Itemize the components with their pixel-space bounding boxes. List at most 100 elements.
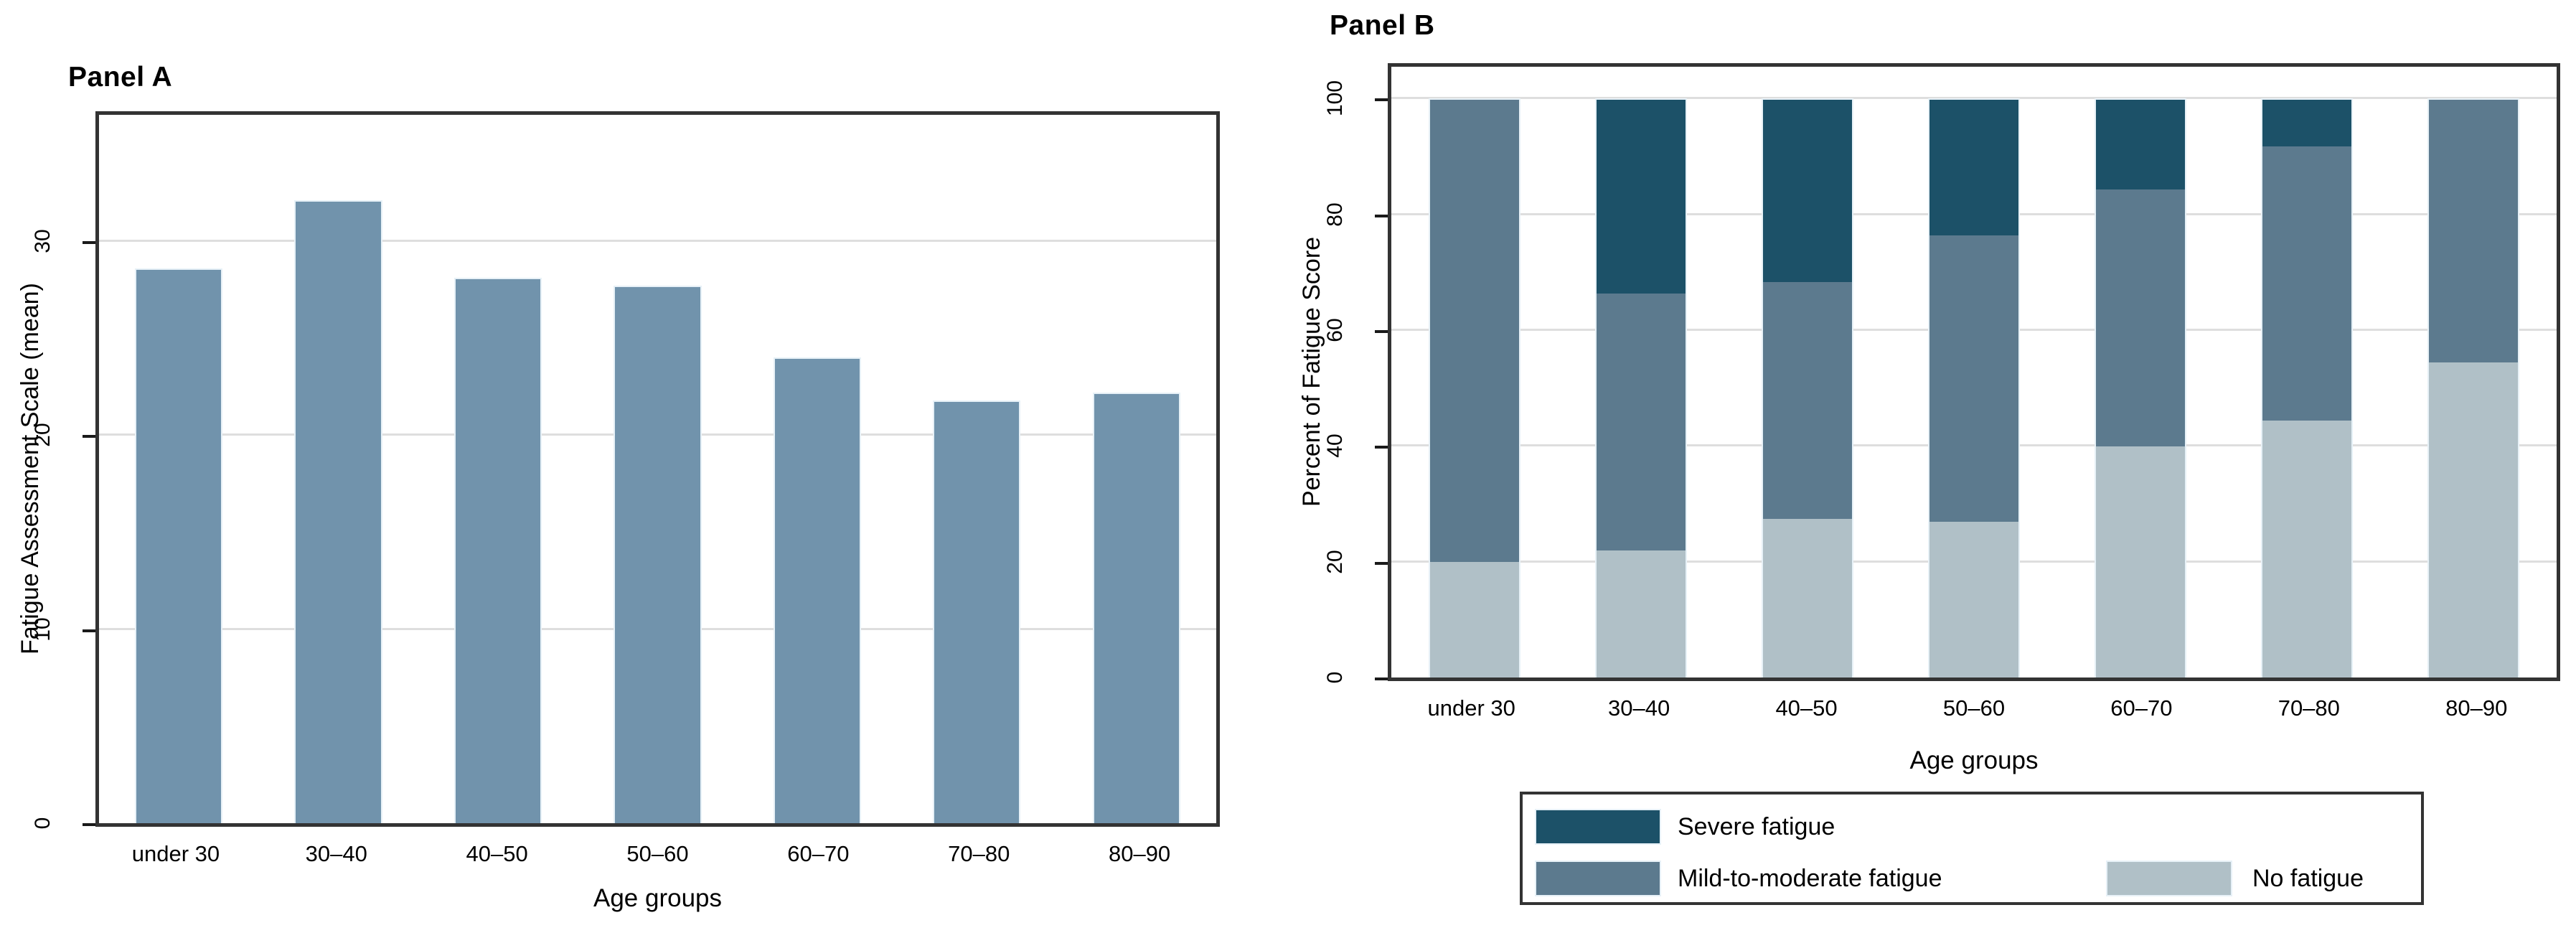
panel-b-stacked-bar-60–70 [2095, 98, 2186, 678]
y-tick-40 [1375, 446, 1388, 449]
segment-mild-to-moderate-fatigue [1597, 293, 1686, 550]
panel-b-y-axis-title: Percent of Fatigue Score [1297, 236, 1325, 507]
bar-slot [578, 115, 737, 823]
x-tick-label: 30–40 [1608, 695, 1670, 721]
segment-no-fatigue [1430, 562, 1519, 678]
panel-b-stacked-bar-80–90 [2427, 98, 2519, 678]
x-tick-label: 40–50 [466, 841, 528, 866]
panel-a-bar-40–50 [453, 278, 542, 823]
x-tick-label: under 30 [1427, 695, 1515, 721]
panel-a-bar-under 30 [135, 268, 223, 823]
y-tick-80 [1375, 214, 1388, 217]
y-tick-label-80: 80 [1323, 202, 1347, 227]
x-tick-label: 70–80 [2277, 695, 2340, 721]
panel-b-stacked-bar-50–60 [1928, 98, 2020, 678]
legend-label-severe-fatigue: Severe fatigue [1678, 813, 1835, 840]
bar-slot [1891, 67, 2057, 678]
bar-slot [1057, 115, 1216, 823]
panel-b-stacked-bar-30–40 [1595, 98, 1687, 678]
panel-a-y-axis-title: Fatigue Assessment Scale (mean) [16, 283, 44, 655]
panel-a-bar-70–80 [933, 400, 1021, 823]
bar-slot [99, 115, 258, 823]
y-tick-label-30: 30 [31, 229, 55, 253]
panel-b-bars [1391, 67, 2557, 678]
y-tick-label-60: 60 [1323, 318, 1347, 342]
y-tick-label-10: 10 [31, 616, 55, 642]
panel-b-x-axis-title: Age groups [1909, 746, 2039, 774]
panel-a-bar-80–90 [1092, 392, 1180, 823]
y-tick-0 [83, 823, 95, 826]
segment-no-fatigue [2096, 446, 2185, 678]
panel-a-bars [99, 115, 1216, 823]
bar-slot [258, 115, 418, 823]
y-tick-label-40: 40 [1323, 433, 1347, 459]
segment-mild-to-moderate-fatigue [1430, 100, 1519, 563]
x-tick-label: 60–70 [2110, 695, 2173, 721]
bar-slot [418, 115, 578, 823]
segment-no-fatigue [1929, 521, 2018, 678]
panel-b-x-tick-labels: under 30 30–40 40–50 50–60 60–70 70–80 80–90 [1388, 695, 2560, 721]
panel-a-plot-area: 0 10 20 30 [31, 111, 1220, 829]
bar-slot [1724, 67, 1891, 678]
segment-mild-to-moderate-fatigue [1929, 235, 2018, 522]
segment-severe-fatigue [1929, 100, 2018, 236]
bar-slot [897, 115, 1056, 823]
bar-slot [2390, 67, 2557, 678]
panel-b-plot-area: 0 20 40 60 80 100 [1323, 63, 2560, 683]
grid-line-100 [1391, 97, 2557, 100]
segment-no-fatigue [2429, 362, 2518, 678]
segment-mild-to-moderate-fatigue [2096, 189, 2185, 447]
segment-mild-to-moderate-fatigue [2262, 146, 2351, 421]
segment-no-fatigue [1597, 550, 1686, 678]
legend-swatch-severe-fatigue [1535, 809, 1661, 845]
panel-b-stacked-bar-40–50 [1762, 98, 1853, 678]
x-tick-label: 80–90 [2445, 695, 2508, 721]
y-tick-label-20: 20 [31, 423, 55, 447]
bar-slot [2057, 67, 2224, 678]
bar-slot [1391, 67, 1558, 678]
panel-a-bar-50–60 [614, 285, 702, 823]
y-tick-label-0: 0 [1323, 671, 1347, 684]
y-tick-0 [1375, 678, 1388, 680]
panel-b-stacked-bar-70–80 [2261, 98, 2353, 678]
y-tick-20 [83, 435, 95, 439]
y-tick-label-100: 100 [1323, 80, 1347, 117]
y-tick-10 [83, 629, 95, 632]
panel-a-bar-30–40 [294, 200, 382, 823]
panel-b-stacked-bar-under 30 [1429, 98, 1520, 678]
segment-severe-fatigue [1763, 100, 1852, 282]
legend-swatch-mild-to-moderate-fatigue [1535, 861, 1661, 896]
legend-label-mild-to-moderate-fatigue: Mild-to-moderate fatigue [1678, 865, 1942, 892]
segment-severe-fatigue [2262, 100, 2351, 146]
panel-a-x-tick-labels: under 30 30–40 40–50 50–60 60–70 70–80 80–90 [95, 841, 1220, 867]
panel-a-title: Panel A [68, 62, 173, 93]
legend-box: Severe fatigue Mild-to-moderate fatigue … [1520, 792, 2424, 905]
panel-a-bar-60–70 [773, 357, 862, 823]
x-tick-label: 40–50 [1775, 695, 1838, 721]
legend-swatch-no-fatigue [2106, 861, 2232, 896]
segment-severe-fatigue [2096, 100, 2185, 190]
segment-no-fatigue [1763, 518, 1852, 678]
y-tick-100 [1375, 98, 1388, 102]
x-tick-label: 60–70 [787, 841, 850, 866]
x-tick-label: 70–80 [948, 841, 1010, 866]
panel-b-title: Panel B [1330, 10, 1435, 41]
x-tick-label: under 30 [131, 841, 220, 866]
y-tick-label-0: 0 [31, 817, 55, 830]
x-tick-label: 50–60 [1942, 695, 2006, 721]
legend-label-no-fatigue: No fatigue [2252, 865, 2364, 892]
x-tick-label: 50–60 [626, 841, 689, 866]
segment-no-fatigue [2262, 420, 2351, 678]
panel-a-x-axis-title: Age groups [593, 884, 723, 912]
y-tick-20 [1375, 561, 1388, 565]
segment-severe-fatigue [1597, 100, 1686, 294]
bar-slot [738, 115, 897, 823]
segment-mild-to-moderate-fatigue [2429, 100, 2518, 363]
x-tick-label: 80–90 [1108, 841, 1171, 866]
bar-slot [2224, 67, 2390, 678]
y-tick-60 [1375, 330, 1388, 334]
segment-mild-to-moderate-fatigue [1763, 281, 1852, 519]
grid-line-30 [99, 239, 1216, 242]
y-tick-30 [83, 240, 95, 244]
